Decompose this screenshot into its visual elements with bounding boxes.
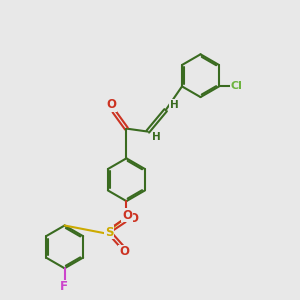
Text: H: H xyxy=(152,132,161,142)
Text: O: O xyxy=(119,245,129,258)
Text: Cl: Cl xyxy=(231,81,242,92)
Text: O: O xyxy=(128,212,138,225)
Text: H: H xyxy=(169,100,178,110)
Text: O: O xyxy=(106,98,117,111)
Text: S: S xyxy=(105,226,113,238)
Text: F: F xyxy=(60,280,68,293)
Text: O: O xyxy=(122,209,132,222)
